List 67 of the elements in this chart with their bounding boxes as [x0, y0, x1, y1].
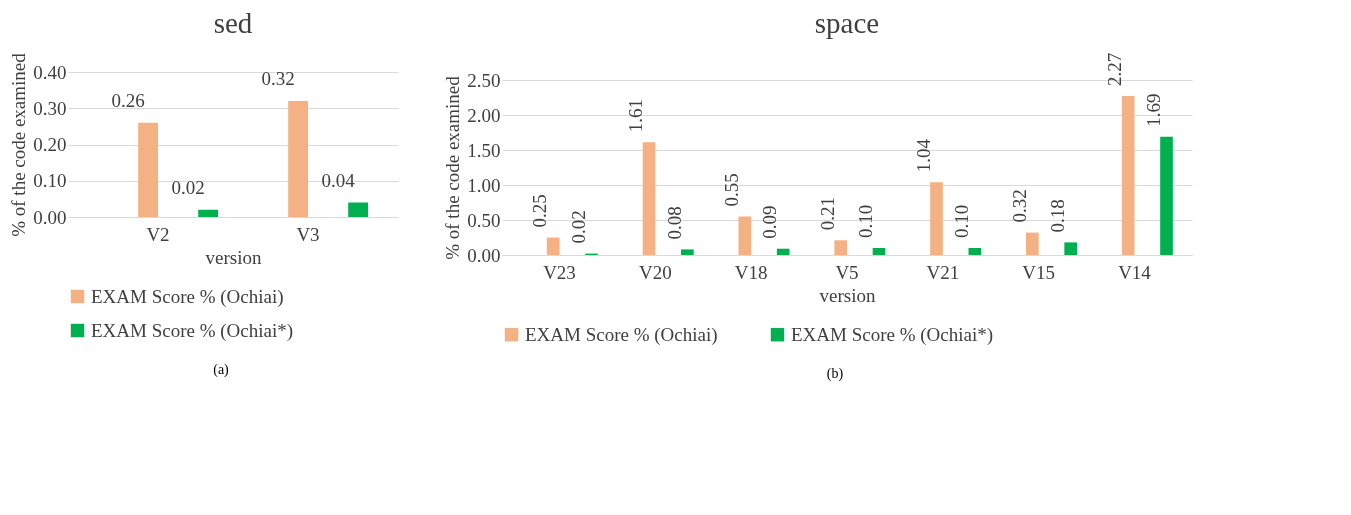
bar [288, 101, 308, 217]
data-label: 0.09 [759, 205, 781, 239]
legend-label: EXAM Score % (Ochiai) [525, 323, 718, 346]
legend-label: EXAM Score % (Ochiai) [91, 285, 284, 308]
data-label: 0.10 [855, 204, 877, 238]
bar [138, 122, 158, 217]
data-label: 1.69 [1142, 93, 1164, 127]
data-label: 1.61 [625, 99, 647, 133]
bar [1121, 96, 1135, 255]
bar [834, 240, 847, 255]
data-label: 2.27 [1104, 52, 1126, 87]
bar [968, 248, 982, 255]
legend-label: EXAM Score % (Ochiai*) [791, 323, 994, 346]
x-tick-label: V14 [1118, 261, 1152, 283]
y-tick-label: 2.50 [467, 69, 501, 91]
y-tick-label: 0.00 [33, 206, 67, 228]
data-label: 0.08 [663, 206, 685, 240]
bar [348, 202, 368, 217]
bar [681, 249, 694, 255]
x-tick-label: V3 [296, 223, 320, 245]
y-tick-label: 0.30 [33, 97, 67, 119]
x-tick-label: V21 [926, 261, 960, 283]
bar [776, 248, 790, 255]
bar [738, 216, 752, 255]
data-label: 0.32 [1008, 189, 1030, 223]
data-label: 0.02 [171, 176, 205, 198]
bar [198, 209, 218, 217]
data-label: 0.10 [951, 204, 972, 238]
data-label: 0.04 [321, 169, 356, 191]
bar [872, 248, 886, 255]
x-tick-label: V18 [734, 261, 768, 283]
y-tick-label: 0.20 [33, 134, 67, 155]
y-tick-label: 2.00 [467, 104, 501, 126]
x-tick-label: V20 [638, 261, 672, 283]
y-tick-label: 0.10 [33, 170, 67, 192]
x-tick-label: V23 [543, 261, 576, 283]
data-label: 0.32 [261, 68, 295, 89]
data-label: 0.25 [529, 194, 551, 228]
bar [930, 182, 943, 255]
y-axis-title: % of the code examined [442, 75, 464, 260]
bar [546, 237, 560, 255]
bar [1160, 136, 1173, 255]
x-axis-title: version [205, 246, 262, 268]
y-tick-label: 1.50 [467, 139, 501, 161]
x-axis-title: version [819, 284, 876, 306]
bar [642, 142, 656, 255]
y-axis-title: % of the code examined [8, 52, 30, 237]
bar [1026, 232, 1039, 255]
data-label: 0.55 [721, 173, 742, 207]
chart-title: space [814, 6, 880, 39]
x-tick-label: V2 [146, 223, 170, 245]
y-tick-label: 1.00 [467, 174, 501, 196]
data-label: 1.04 [912, 138, 934, 173]
data-label: 0.21 [816, 197, 838, 231]
legend-label: EXAM Score % (Ochiai*) [91, 319, 294, 342]
chart-title: sed [213, 6, 253, 39]
x-tick-label: V15 [1022, 261, 1056, 283]
data-label: 0.02 [567, 210, 589, 244]
text: (a) [212, 362, 230, 378]
data-label: 0.18 [1046, 199, 1068, 233]
bar [1064, 242, 1077, 255]
y-tick-label: 0.40 [33, 61, 67, 83]
data-label: 0.26 [111, 89, 145, 111]
y-tick-label: 0.50 [467, 209, 501, 231]
text: (b) [825, 366, 845, 382]
x-tick-label: V5 [835, 261, 859, 283]
y-tick-label: 0.00 [467, 244, 501, 266]
